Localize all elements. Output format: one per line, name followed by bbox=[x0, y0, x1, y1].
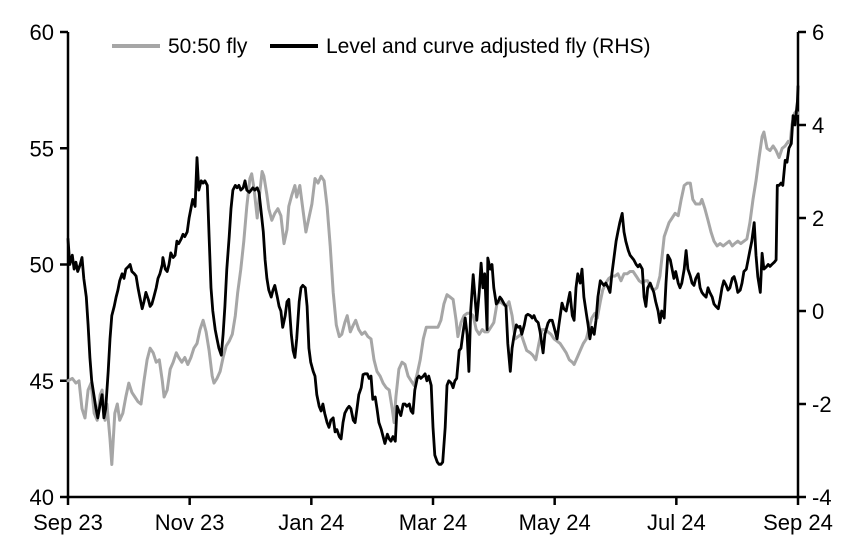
left-axis-tick-label: 45 bbox=[30, 369, 54, 394]
x-axis-tick-label: Jan 24 bbox=[278, 510, 344, 535]
legend-label-50-50-fly: 50:50 fly bbox=[168, 35, 248, 58]
axes: 60 55 50 45 40 6 4 2 0 -2 -4 Sep 23 Nov 23 Jan 24 Mar … bbox=[30, 20, 833, 535]
right-axis-tick-label: 0 bbox=[812, 299, 824, 324]
x-axis-tick-label: Mar 24 bbox=[399, 510, 467, 535]
series-lines bbox=[66, 85, 800, 466]
legend: 50:50 fly Level and curve adjusted fly (… bbox=[112, 35, 651, 58]
right-axis-tick-label: 6 bbox=[812, 20, 824, 45]
series-line-50-50-fly bbox=[66, 109, 800, 466]
right-axis-tick-label: 4 bbox=[812, 113, 824, 138]
right-axis-tick-label: -4 bbox=[812, 485, 832, 510]
right-axis-tick-label: 2 bbox=[812, 206, 824, 231]
series-line-level-curve-adjusted-fly bbox=[66, 85, 800, 466]
left-axis-tick-label: 40 bbox=[30, 485, 54, 510]
right-axis-tick-label: -2 bbox=[812, 392, 832, 417]
x-axis-tick-label: Jul 24 bbox=[647, 510, 706, 535]
x-axis-tick-label: Nov 23 bbox=[155, 510, 225, 535]
left-axis-tick-label: 60 bbox=[30, 20, 54, 45]
x-axis-tick-label: Sep 24 bbox=[763, 510, 833, 535]
x-axis-tick-label: Sep 23 bbox=[33, 510, 103, 535]
left-axis-tick-label: 55 bbox=[30, 136, 54, 161]
left-axis-tick-label: 50 bbox=[30, 253, 54, 278]
legend-label-level-curve-adjusted-fly: Level and curve adjusted fly (RHS) bbox=[326, 35, 651, 58]
x-axis-tick-label: May 24 bbox=[519, 510, 591, 535]
